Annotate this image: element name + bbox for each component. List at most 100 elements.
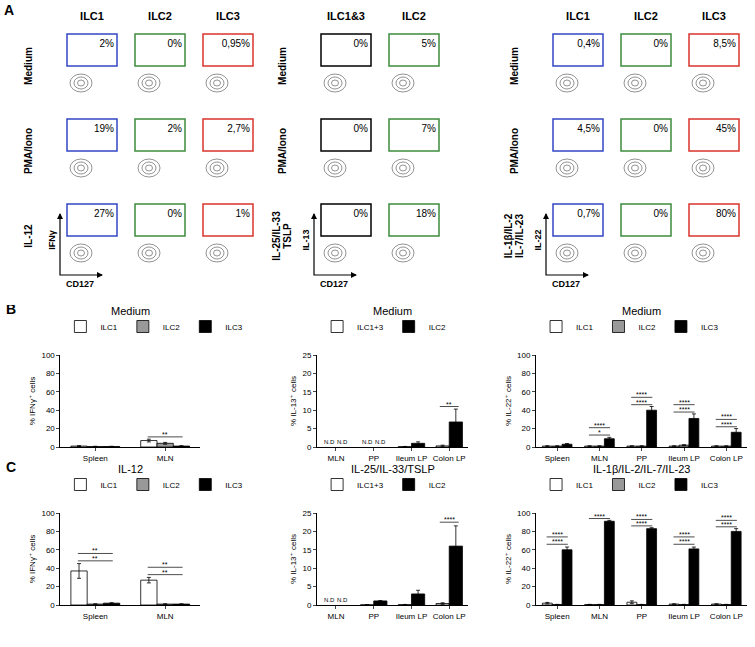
svg-text:ILC3: ILC3 [702,10,726,22]
svg-text:7%: 7% [422,123,437,134]
svg-text:20: 20 [522,424,531,433]
svg-text:40: 40 [522,564,531,573]
svg-text:45%: 45% [716,123,736,134]
svg-text:20: 20 [46,424,55,433]
svg-text:A: A [4,2,14,18]
svg-text:100: 100 [517,351,531,360]
svg-text:Colon LP: Colon LP [710,612,743,621]
svg-text:0%: 0% [168,208,183,219]
svg-text:80: 80 [46,527,55,536]
svg-text:Ileum LP: Ileum LP [396,454,428,463]
svg-text:Colon LP: Colon LP [710,454,743,463]
svg-text:*: * [598,429,601,436]
svg-text:****: **** [594,513,605,520]
svg-text:****: **** [636,399,647,406]
svg-text:1%: 1% [236,208,251,219]
svg-text:15: 15 [303,388,312,397]
svg-text:MLN: MLN [328,612,345,621]
svg-text:IL-25/IL-33/TSLP: IL-25/IL-33/TSLP [351,463,435,475]
svg-text:IL-13: IL-13 [301,229,311,250]
svg-text:MLN: MLN [591,612,608,621]
svg-text:0,95%: 0,95% [222,38,250,49]
svg-text:ILC3: ILC3 [225,323,242,332]
svg-text:**: ** [162,561,168,568]
svg-text:ILC3: ILC3 [225,481,242,490]
svg-text:40: 40 [46,564,55,573]
svg-text:**: ** [446,401,452,408]
svg-text:Medium: Medium [509,47,520,85]
svg-text:Medium: Medium [111,305,150,317]
svg-text:ILC3: ILC3 [216,10,240,22]
svg-text:80: 80 [522,527,531,536]
svg-text:% IL-13⁺ cells: % IL-13⁺ cells [289,376,298,426]
svg-text:80: 80 [46,369,55,378]
svg-text:PP: PP [636,454,647,463]
svg-text:Spleen: Spleen [545,454,570,463]
svg-text:0: 0 [307,443,312,452]
svg-text:27%: 27% [94,208,114,219]
svg-text:100: 100 [41,509,55,518]
svg-text:N.D: N.D [362,439,373,445]
svg-text:****: **** [636,520,647,527]
svg-text:0: 0 [50,443,55,452]
svg-text:Spleen: Spleen [545,612,570,621]
svg-text:Medium: Medium [23,47,34,85]
svg-text:80: 80 [522,369,531,378]
svg-text:15: 15 [303,546,312,555]
svg-text:Spleen: Spleen [83,612,108,621]
svg-text:0: 0 [526,443,531,452]
svg-text:2%: 2% [100,38,115,49]
svg-text:40: 40 [46,406,55,415]
svg-text:****: **** [636,391,647,398]
svg-text:2,7%: 2,7% [227,123,250,134]
svg-text:**: ** [92,555,98,562]
svg-text:ILC1&3: ILC1&3 [327,10,365,22]
svg-text:10: 10 [303,406,312,415]
svg-text:0%: 0% [654,38,669,49]
svg-text:0%: 0% [654,208,669,219]
svg-text:% IL-13⁺ cells: % IL-13⁺ cells [289,534,298,584]
svg-text:100: 100 [517,509,531,518]
svg-text:ILC2: ILC2 [638,323,655,332]
svg-text:18%: 18% [416,208,436,219]
svg-text:0: 0 [50,601,55,610]
svg-text:60: 60 [522,388,531,397]
svg-text:PP: PP [368,454,379,463]
svg-text:MLN: MLN [591,454,608,463]
svg-text:****: **** [679,538,690,545]
svg-text:% IL-22⁺ cells: % IL-22⁺ cells [504,534,513,584]
svg-text:ILC2: ILC2 [429,323,446,332]
svg-text:N.D: N.D [324,439,335,445]
svg-text:****: **** [721,413,732,420]
svg-text:ILC2: ILC2 [638,481,655,490]
svg-text:ILC3: ILC3 [701,481,718,490]
svg-text:5: 5 [307,582,312,591]
svg-text:ILC1: ILC1 [576,481,593,490]
svg-text:% IFNγ⁺ cells: % IFNγ⁺ cells [28,535,37,584]
svg-text:Ileum LP: Ileum LP [668,612,700,621]
svg-text:IL-22: IL-22 [533,229,543,250]
svg-text:% IL-22⁺ cells: % IL-22⁺ cells [504,376,513,426]
svg-text:19%: 19% [94,123,114,134]
svg-text:0: 0 [307,601,312,610]
svg-text:8,5%: 8,5% [713,38,736,49]
svg-text:ILC2: ILC2 [148,10,172,22]
svg-text:4,5%: 4,5% [577,123,600,134]
svg-text:60: 60 [522,546,531,555]
svg-text:0%: 0% [354,208,369,219]
svg-text:N.D: N.D [324,597,335,603]
svg-text:Medium: Medium [373,305,412,317]
svg-text:ILC2: ILC2 [163,323,180,332]
svg-text:20: 20 [303,527,312,536]
svg-text:ILC3: ILC3 [701,323,718,332]
svg-text:20: 20 [522,582,531,591]
svg-text:0%: 0% [168,38,183,49]
svg-text:0: 0 [526,601,531,610]
svg-text:100: 100 [41,351,55,360]
svg-text:**: ** [162,569,168,576]
svg-text:40: 40 [522,406,531,415]
svg-text:0%: 0% [354,38,369,49]
svg-text:60: 60 [46,546,55,555]
svg-text:Colon LP: Colon LP [433,454,466,463]
svg-text:MLN: MLN [157,454,174,463]
